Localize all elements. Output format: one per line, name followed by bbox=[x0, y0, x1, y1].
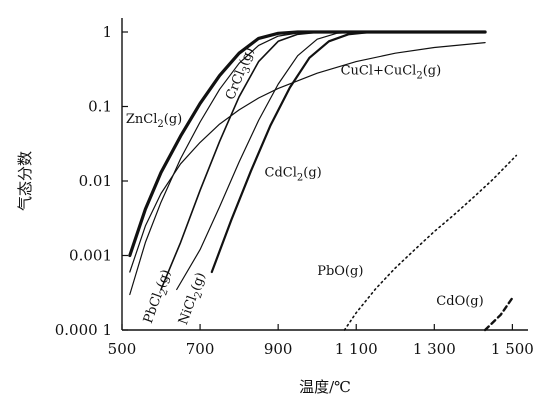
y-axis-title: 气态分数 bbox=[16, 151, 34, 211]
curve-label-3: CdCl2(g) bbox=[265, 166, 322, 184]
series-line-4 bbox=[176, 31, 486, 291]
curve-label-2: CuCl+CuCl2(g) bbox=[341, 63, 442, 81]
x-tick-label: 1 100 bbox=[335, 340, 378, 358]
x-tick-label: 700 bbox=[186, 340, 215, 358]
y-tick-label: 0.01 bbox=[79, 172, 112, 190]
x-axis-title: 温度/℃ bbox=[299, 378, 351, 396]
y-tick-label: 1 bbox=[102, 23, 112, 41]
axes: 500 700 900 1 100 1 300 1 500 0.000 1 0.001 0.01… bbox=[55, 18, 534, 358]
y-tick-label: 0.000 1 bbox=[55, 321, 112, 339]
x-tick-label: 900 bbox=[264, 340, 293, 358]
y-tick-label: 0.1 bbox=[88, 98, 112, 116]
curve-label-7: CdO(g) bbox=[436, 294, 483, 309]
curve-label-5: NiCl2(g) bbox=[176, 271, 212, 328]
series-line-7 bbox=[483, 296, 514, 332]
series-line-6 bbox=[343, 154, 518, 331]
curve-label-1: CrCl3(g) bbox=[223, 45, 260, 103]
curve-label-6: PbO(g) bbox=[317, 264, 363, 279]
x-tick-label: 1 500 bbox=[491, 340, 534, 358]
curve-annotations: ZnCl2(g) CrCl3(g) CuCl+CuCl2(g) CdCl2(g) PbC… bbox=[126, 45, 484, 328]
x-tick-label: 1 300 bbox=[413, 340, 456, 358]
curve-label-0: ZnCl2(g) bbox=[126, 112, 182, 130]
curve-label-4: PbCl2(g) bbox=[141, 268, 177, 327]
y-tick-label: 0.001 bbox=[69, 247, 112, 265]
series-curves bbox=[128, 30, 518, 332]
series-line-5 bbox=[129, 41, 486, 273]
x-tick-label: 500 bbox=[108, 340, 137, 358]
